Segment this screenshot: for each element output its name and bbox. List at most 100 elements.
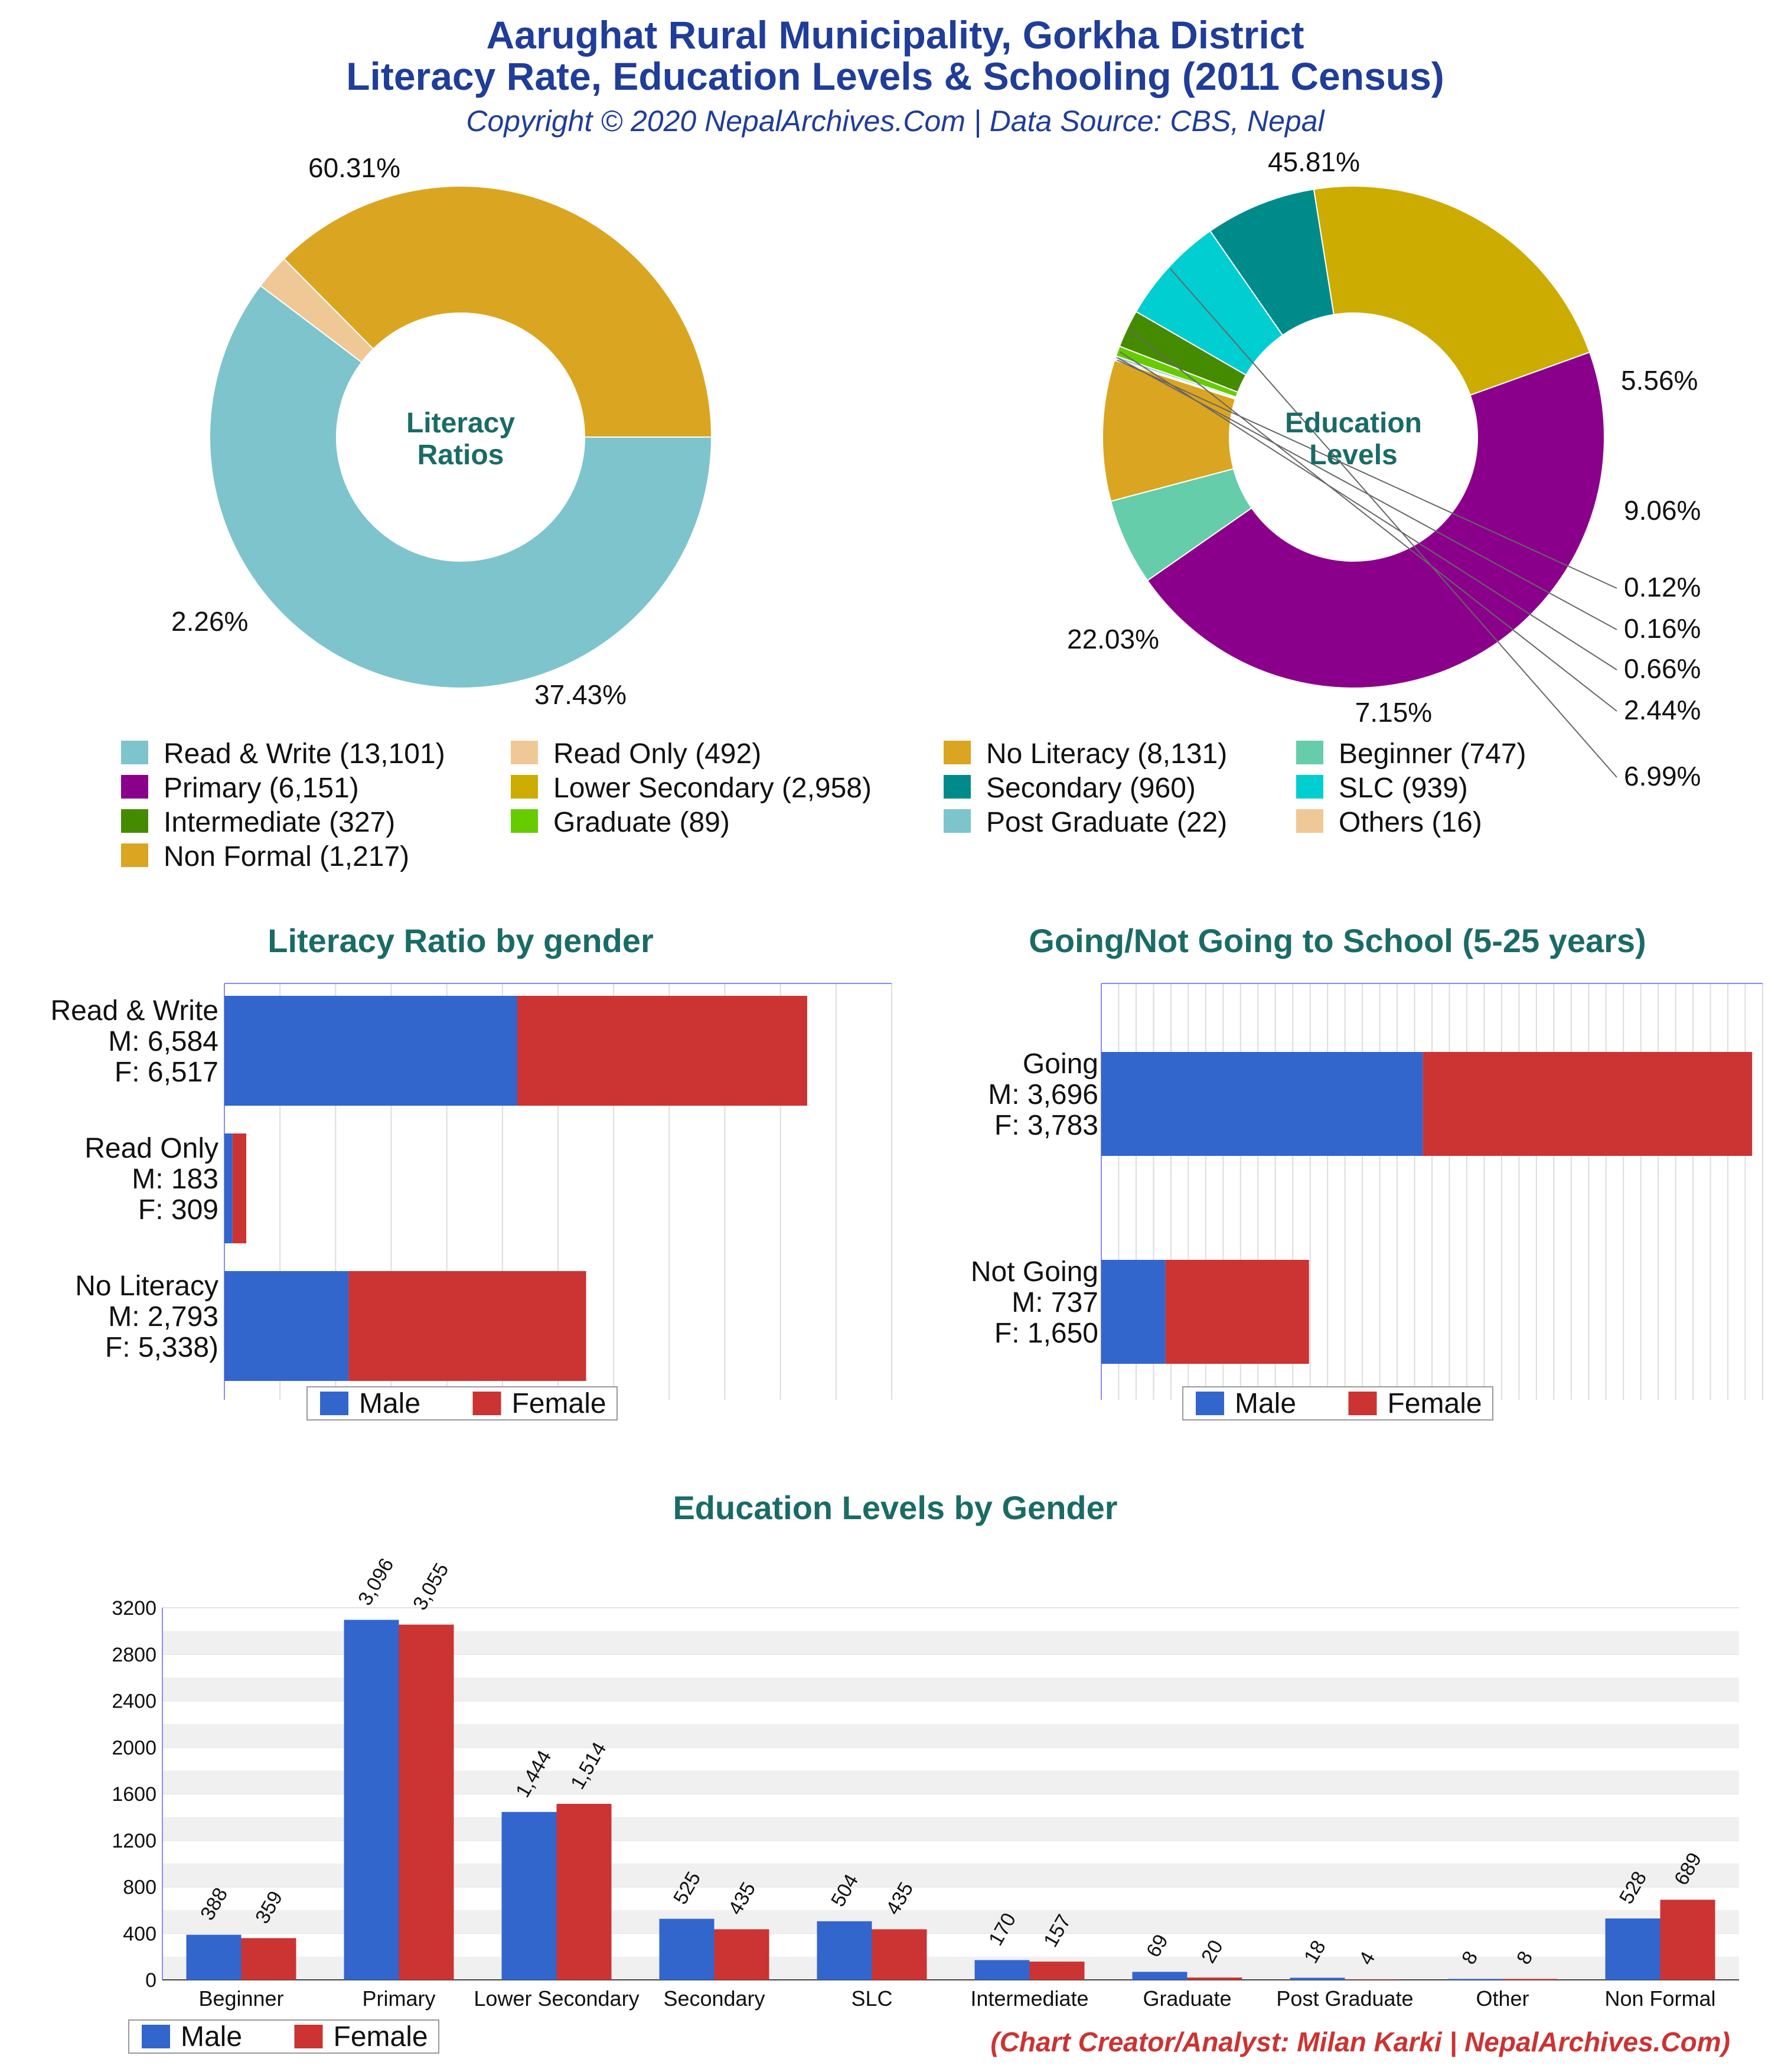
donut-center-label: Literacy — [406, 408, 515, 439]
category-label: F: 1,650 — [994, 1318, 1098, 1349]
category-label: M: 183 — [132, 1164, 218, 1195]
legend-label: Non Formal (1,217) — [164, 841, 409, 872]
legend-label: Primary (6,151) — [164, 773, 359, 804]
gender-legend-box — [1182, 1386, 1493, 1421]
donut-slice-read-write — [209, 285, 713, 689]
category-label: M: 2,793 — [108, 1301, 218, 1333]
donut-center-label: Education — [1285, 408, 1422, 439]
category-label: M: 737 — [1012, 1287, 1098, 1318]
x-category-label: SLC — [851, 1986, 892, 2011]
legend-label: Read Only (492) — [553, 738, 761, 770]
x-category-label: Other — [1476, 1986, 1529, 2011]
bar-female — [1165, 1260, 1309, 1364]
main-legend: Read & Write (13,101) Read Only (492) No L… — [121, 738, 1526, 872]
y-tick-label: 1200 — [112, 1830, 156, 1852]
slice-percent-label: 2.26% — [171, 606, 248, 637]
male-legend-label: Male — [181, 2021, 242, 2053]
legend-label: Beginner (747) — [1339, 738, 1526, 770]
donut-center-label: Levels — [1309, 439, 1397, 471]
bar-male — [1447, 1979, 1503, 1980]
slice-percent-label: 22.03% — [1067, 624, 1159, 654]
female-swatch — [1348, 1392, 1377, 1415]
data-label: 3,055 — [409, 1559, 453, 1614]
male-swatch — [142, 2025, 170, 2048]
bar-male — [659, 1918, 715, 1980]
slice-percent-label: 37.43% — [534, 679, 627, 710]
category-label: F: 5,338) — [105, 1332, 218, 1363]
legend-swatch — [944, 741, 971, 764]
bar-male — [1132, 1972, 1188, 1980]
legend-swatch — [944, 809, 971, 833]
female-legend-label: Female — [334, 2021, 428, 2053]
y-tick-label: 3200 — [112, 1597, 156, 1620]
legend-swatch — [1296, 775, 1323, 799]
bar-female — [556, 1803, 612, 1980]
bar-female — [232, 1133, 247, 1243]
slice-percent-label: 45.81% — [1268, 146, 1360, 177]
bar-female — [1345, 1979, 1400, 1980]
x-category-label: Post Graduate — [1276, 1986, 1413, 2011]
donut-slice-primary — [1146, 351, 1605, 689]
slice-percent-label: 5.56% — [1621, 365, 1698, 396]
slice-percent-label: 9.06% — [1624, 495, 1701, 526]
legend-swatch — [121, 843, 148, 867]
male-legend-label: Male — [359, 1388, 420, 1419]
education-gender-title: Education Levels by Gender — [673, 1489, 1117, 1526]
x-category-label: Non Formal — [1604, 1986, 1715, 2011]
bar-male — [1605, 1918, 1660, 1980]
category-label: Not Going — [971, 1256, 1098, 1288]
slice-percent-label: 0.12% — [1624, 572, 1701, 602]
category-label: F: 6,517 — [115, 1057, 218, 1088]
bar-female — [1187, 1977, 1242, 1980]
subtitle: Copyright © 2020 NepalArchives.Com | Dat… — [466, 105, 1325, 138]
legend-label: Graduate (89) — [553, 807, 730, 838]
leader-line — [1170, 268, 1617, 778]
x-category-label: Primary — [363, 1986, 436, 2011]
category-label: M: 3,696 — [988, 1079, 1098, 1110]
category-label: F: 3,783 — [994, 1110, 1098, 1141]
legend-label: Read & Write (13,101) — [164, 738, 445, 770]
female-legend-label: Female — [512, 1388, 606, 1419]
y-tick-label: 800 — [123, 1876, 156, 1899]
donut-center-label: Ratios — [417, 439, 504, 471]
title-line-1: Aarughat Rural Municipality, Gorkha Dist… — [486, 13, 1304, 57]
bar-male — [1101, 1260, 1166, 1364]
donut-slice-non-formal — [1102, 359, 1237, 502]
bar-male — [1101, 1052, 1423, 1156]
bar-female — [872, 1929, 927, 1980]
category-label: Read & Write — [50, 995, 218, 1027]
donut-slice-lower-secondary — [1313, 185, 1591, 396]
legend-swatch — [511, 809, 538, 833]
slice-percent-label: 7.15% — [1355, 697, 1432, 728]
slice-percent-label: 0.66% — [1624, 653, 1701, 684]
gender-legend-box — [128, 2019, 439, 2054]
legend-swatch — [511, 741, 538, 764]
leader-line — [1128, 329, 1617, 712]
bar-male — [224, 996, 517, 1106]
x-category-label: Graduate — [1143, 1986, 1231, 2011]
legend-label: Secondary (960) — [986, 773, 1196, 804]
bar-female — [348, 1271, 586, 1381]
legend-swatch — [944, 775, 971, 799]
slice-percent-label: 0.16% — [1624, 613, 1701, 644]
bar-male — [501, 1812, 557, 1980]
x-category-label: Lower Secondary — [474, 1986, 639, 2011]
category-label: F: 309 — [138, 1194, 218, 1226]
y-tick-label: 1600 — [112, 1783, 156, 1806]
bar-male — [817, 1921, 872, 1980]
y-tick-label: 2800 — [112, 1644, 156, 1666]
bar-male — [1290, 1977, 1345, 1980]
legend-label: Lower Secondary (2,958) — [553, 773, 872, 804]
education-levels-donut: 45.81% 5.56% 9.06% 0.12% 0.16% 0.66% 2.44% 6.99… — [1067, 146, 1701, 791]
slice-percent-label: 2.44% — [1624, 695, 1701, 725]
bar-female — [714, 1929, 769, 1980]
bar-female — [241, 1938, 296, 1980]
y-tick-label: 2000 — [112, 1737, 156, 1759]
bar-male — [974, 1960, 1030, 1980]
leader-line — [1119, 351, 1617, 670]
category-label: M: 6,584 — [108, 1026, 218, 1057]
bar-female — [1029, 1962, 1085, 1980]
